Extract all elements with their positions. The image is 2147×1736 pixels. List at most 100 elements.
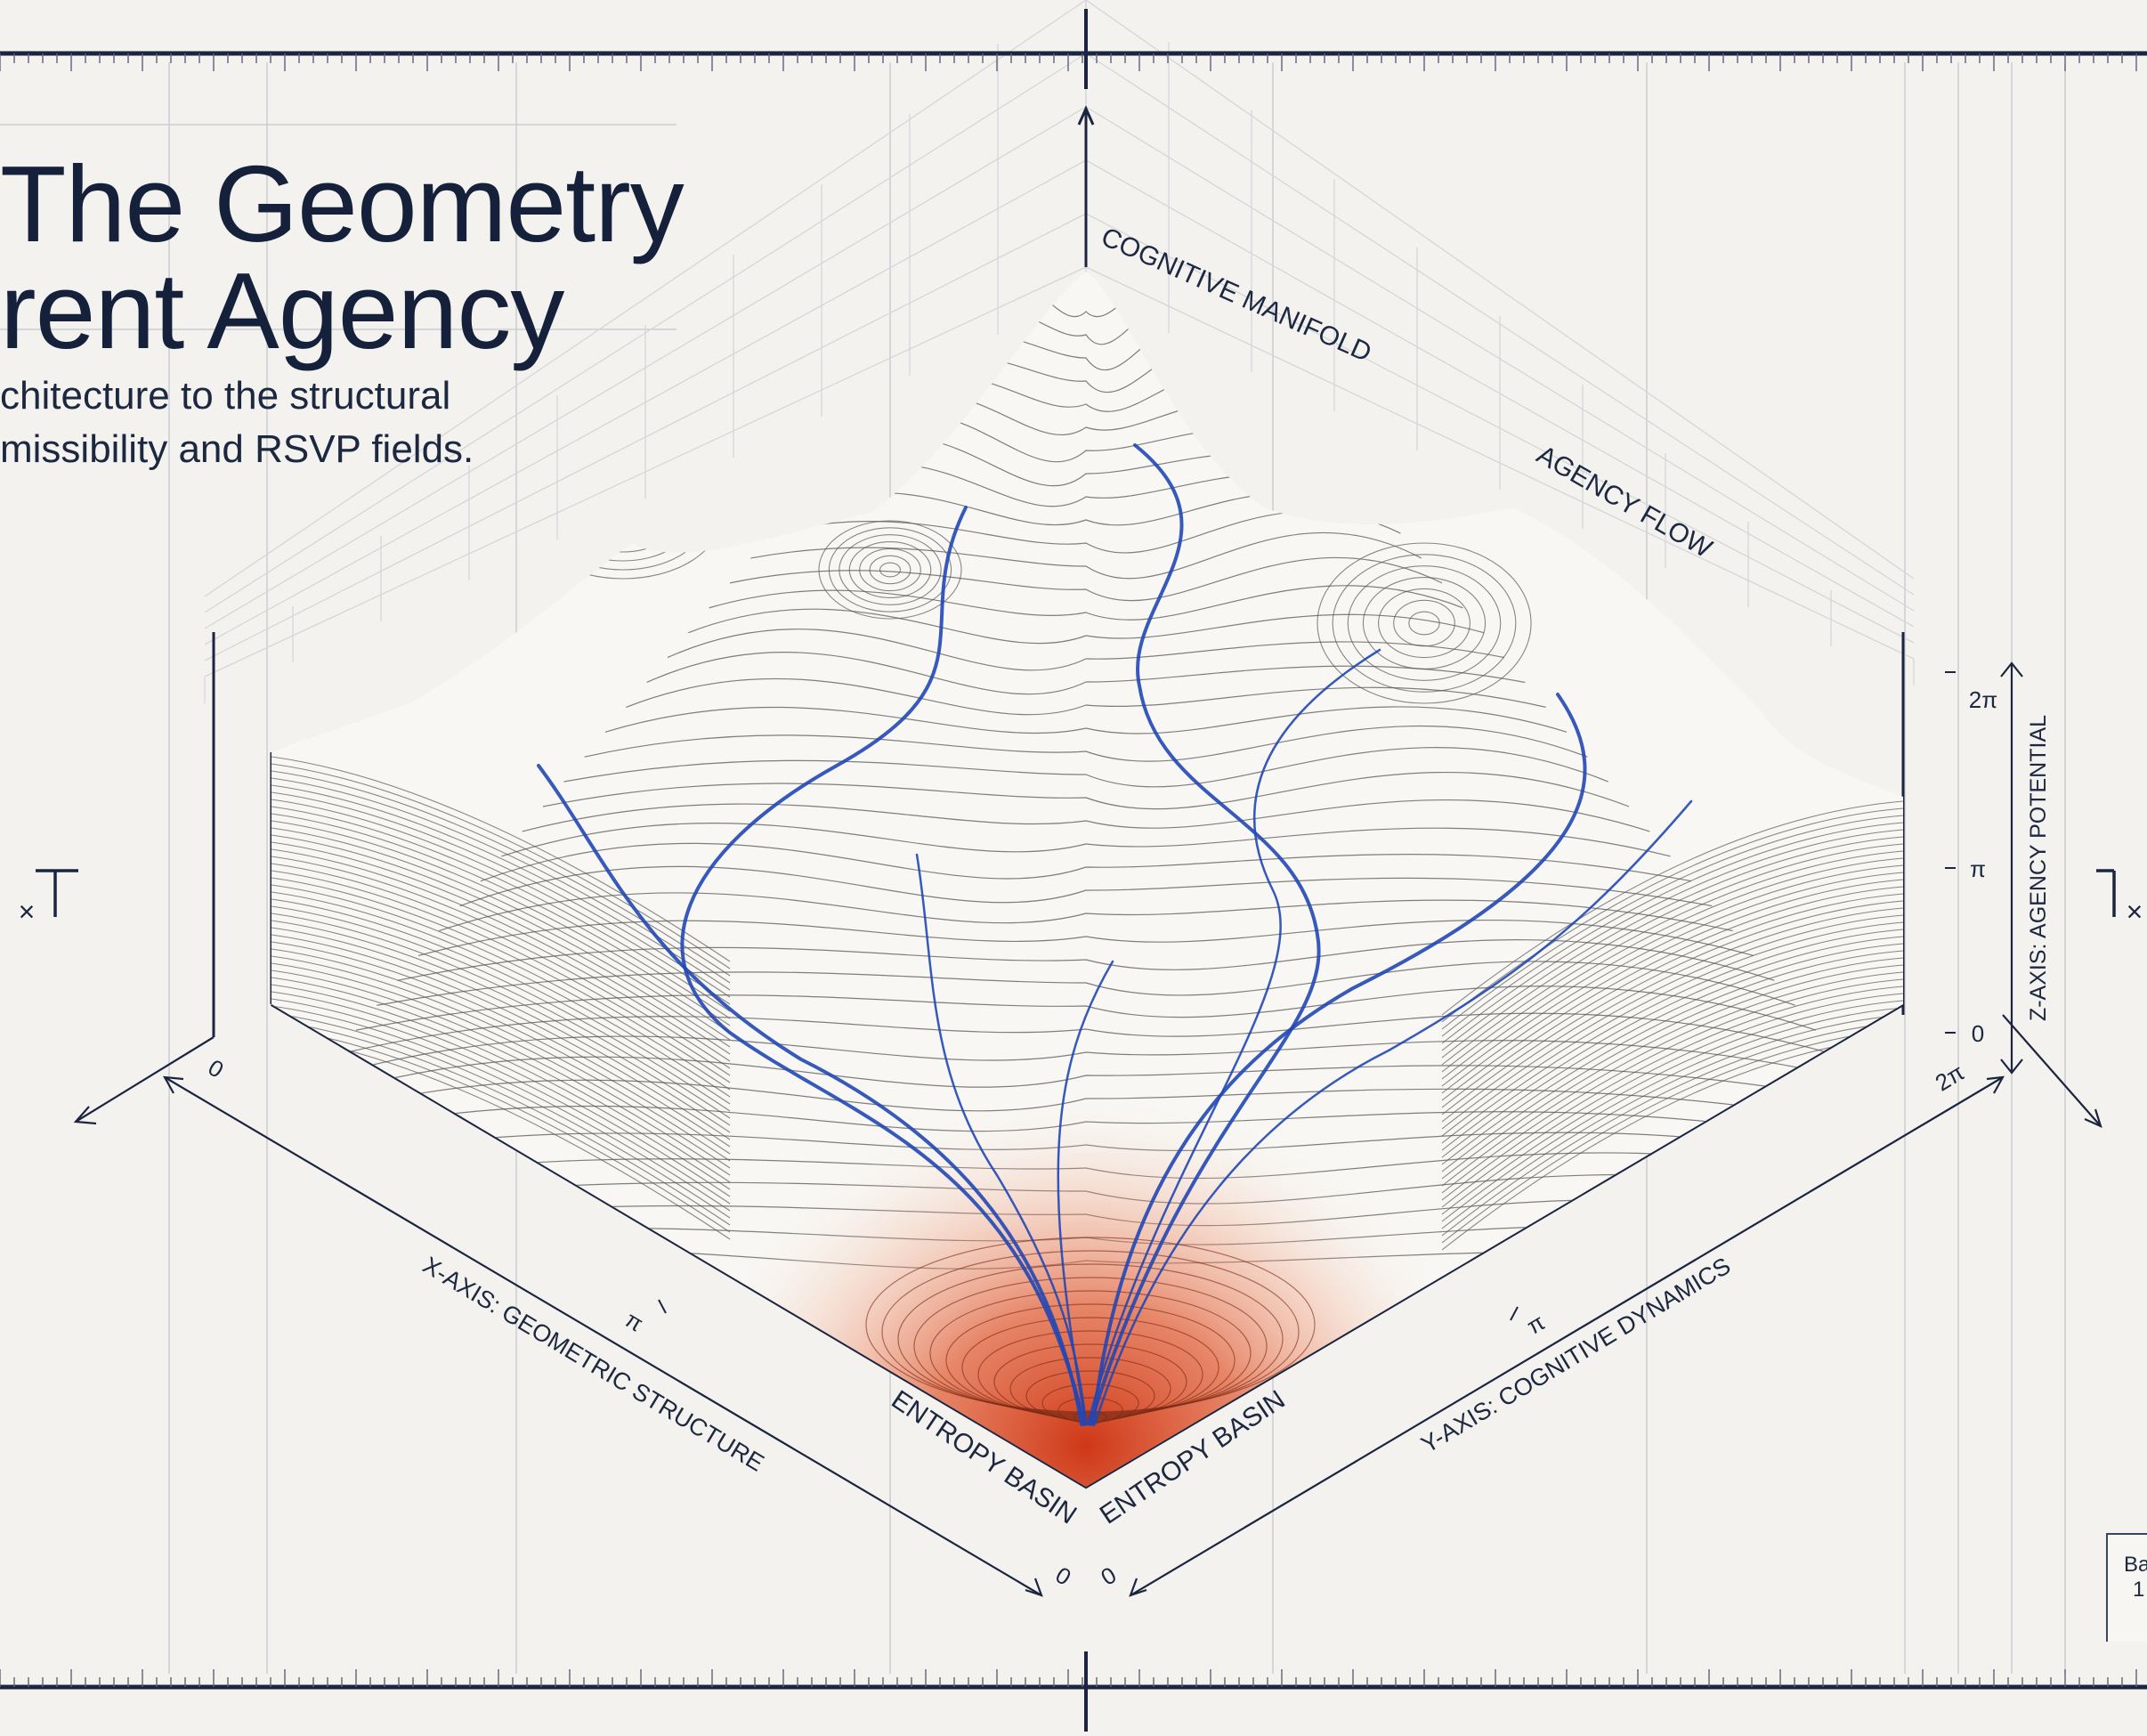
left-wall-stratum-24 — [271, 927, 731, 1133]
right-wall-stratum-22 — [1441, 957, 1903, 1172]
axis-arrowhead-1 — [2000, 1059, 2023, 1075]
terrain-contour-29 — [377, 961, 1795, 1006]
terrain-contour-16 — [646, 652, 1526, 695]
z-tick-label-mid: π — [1970, 856, 1986, 882]
hill-1-ring-1 — [608, 507, 638, 526]
hill-2-ring-2 — [1393, 599, 1455, 647]
terrain-contour-11 — [750, 531, 1422, 580]
x-axis-extension-left — [75, 1036, 215, 1123]
left-wall-stratum-14 — [271, 856, 731, 1062]
terrain-contour-15 — [667, 629, 1505, 671]
right-wall-stratum-5 — [1441, 836, 1903, 1051]
wall-row-right-2 — [1085, 159, 1915, 628]
page-title-line-2: rent Agency — [0, 250, 564, 371]
right-wall-stratum-20 — [1441, 943, 1903, 1158]
x-tick-label-mid: π — [620, 1306, 648, 1337]
y-axis-extension-right — [2002, 1014, 2102, 1127]
left-wall-stratum-9 — [271, 820, 731, 1026]
y-axis-label: Y-AXIS: COGNITIVE DYNAMICS — [1416, 1253, 1735, 1459]
left-wall-stratum-35 — [271, 1005, 731, 1212]
axis-arrowhead-5 — [1025, 1578, 1043, 1597]
right-wall-stratum-23 — [1441, 964, 1903, 1180]
wall-row-left-3 — [204, 106, 1087, 629]
hill-1-ring-2 — [595, 498, 652, 535]
right-wall-stratum-32 — [1441, 1028, 1903, 1244]
terrain-contour-21 — [542, 772, 1630, 810]
wall-row-right-1 — [1085, 213, 1915, 644]
terrain-contour-26 — [439, 892, 1733, 932]
wall-row-right-4 — [1085, 53, 1915, 596]
hill-2-ring-3 — [1378, 588, 1470, 659]
terrain-contour-14 — [688, 608, 1484, 645]
agency-flow-line-3 — [1091, 693, 1587, 1426]
x-axis-label: X-AXIS: GEOMETRIC STRUCTURE — [418, 1252, 768, 1477]
left-edge-t-mark — [36, 869, 78, 917]
axis-arrowhead-3 — [2084, 1108, 2102, 1128]
left-wall-stratum-7 — [271, 806, 731, 1012]
hill-2-ring-5 — [1347, 565, 1502, 681]
right-wall-stratum-15 — [1441, 907, 1903, 1123]
terrain-contour-17 — [626, 677, 1546, 716]
right-wall-stratum-19 — [1441, 936, 1903, 1151]
y-tick-label-start: 0 — [1096, 1562, 1121, 1591]
hill-0-ring-1 — [879, 562, 901, 578]
z-tick-label-high: 2π — [1969, 686, 1997, 713]
terrain-contour-23 — [501, 823, 1671, 857]
hill-2-ring-1 — [1408, 611, 1440, 636]
left-wall-stratum-2 — [271, 770, 731, 977]
left-wall-stratum-0 — [271, 756, 731, 962]
hill-1-ring-5 — [552, 471, 694, 562]
agency-flow-line-0 — [680, 506, 1086, 1426]
left-wall-stratum-8 — [271, 813, 731, 1019]
wall-row-left-1 — [204, 213, 1087, 661]
subtitle-line-2: missibility and RSVP fields. — [0, 427, 474, 471]
left-wall-stratum-10 — [271, 827, 731, 1034]
left-wall-stratum-32 — [271, 984, 731, 1190]
right-wall-stratum-30 — [1441, 1014, 1903, 1229]
hill-0-ring-2 — [869, 555, 911, 585]
terrain-contour-20 — [563, 747, 1608, 788]
right-wall-stratum-2 — [1441, 815, 1903, 1030]
agency-flow-line-5 — [915, 853, 1088, 1426]
hill-2-ring-6 — [1332, 554, 1517, 693]
right-wall-stratum-26 — [1441, 986, 1903, 1201]
agency-flow-line-2 — [537, 764, 1083, 1426]
hill-0-ring-3 — [859, 548, 921, 592]
left-wall-stratum-36 — [271, 1012, 731, 1219]
axis-arrowhead-0 — [2000, 661, 2023, 677]
wall-row-left-5 — [204, 0, 1087, 597]
hill-1-ring-4 — [566, 480, 680, 553]
left-wall-stratum-6 — [271, 799, 731, 1005]
left-wall-stratum-31 — [271, 977, 731, 1183]
left-wall-stratum-33 — [271, 991, 731, 1197]
right-wall-stratum-11 — [1441, 879, 1903, 1094]
wall-row-right-3 — [1085, 106, 1915, 612]
right-wall-stratum-1 — [1441, 807, 1903, 1023]
right-wall-stratum-10 — [1441, 872, 1903, 1087]
left-wall-stratum-21 — [271, 905, 731, 1112]
left-wall-stratum-17 — [271, 877, 731, 1083]
left-wall-stratum-26 — [271, 941, 731, 1148]
wall-row-right-5 — [1085, 0, 1915, 580]
right-wall-stratum-21 — [1441, 950, 1903, 1165]
y-tick-label-end: 2π — [1931, 1059, 1969, 1096]
left-wall-stratum-1 — [271, 763, 731, 969]
right-wall-stratum-25 — [1441, 978, 1903, 1194]
left-wall-stratum-5 — [271, 791, 731, 998]
right-wall-stratum-16 — [1441, 914, 1903, 1130]
right-wall-stratum-24 — [1441, 971, 1903, 1187]
right-wall-stratum-6 — [1441, 843, 1903, 1059]
left-wall-stratum-25 — [271, 934, 731, 1140]
y-tick-label-mid: π — [1522, 1309, 1550, 1340]
right-wall-stratum-3 — [1441, 822, 1903, 1037]
x-tick-mark-mid — [658, 1299, 667, 1314]
agency-flow-line-7 — [1093, 799, 1693, 1426]
terrain-contour-22 — [522, 799, 1650, 832]
left-wall-stratum-23 — [271, 920, 731, 1126]
z-center-arrowhead — [1077, 105, 1095, 126]
z-tick-label-low: 0 — [1972, 1020, 1984, 1047]
left-wall-stratum-4 — [271, 784, 731, 991]
right-wall-stratum-18 — [1441, 929, 1903, 1144]
